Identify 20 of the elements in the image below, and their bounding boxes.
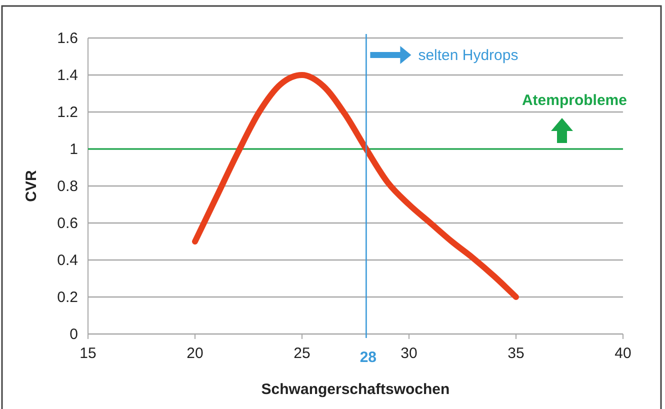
x-tick-label: 25 [294,345,310,362]
y-axis-title: CVR [23,170,40,202]
x-axis-title: Schwangerschaftswochen [261,381,450,398]
x-tick-label: 30 [400,345,418,362]
y-tick-label: 1.2 [57,104,78,121]
y-tick-label: 0.6 [57,215,78,232]
x-tick-label: 20 [186,345,204,362]
y-tick-label: 1 [70,141,78,158]
y-tick-label: 1.6 [57,30,78,47]
y-tick-label: 0 [70,326,78,343]
x-tick-label: 40 [614,345,632,362]
y-tick-label: 0.8 [57,178,78,195]
annotation: 28 [360,349,377,366]
y-tick-label: 1.4 [57,67,78,84]
y-tick-label: 0.4 [57,252,78,269]
ref-line-label: selten Hydrops [418,47,518,64]
y-tick-label: 0.2 [57,289,78,306]
x-tick-label: 35 [508,345,524,362]
x-tick-label: 15 [80,345,96,362]
ref-line-label: Atemprobleme [522,92,627,109]
